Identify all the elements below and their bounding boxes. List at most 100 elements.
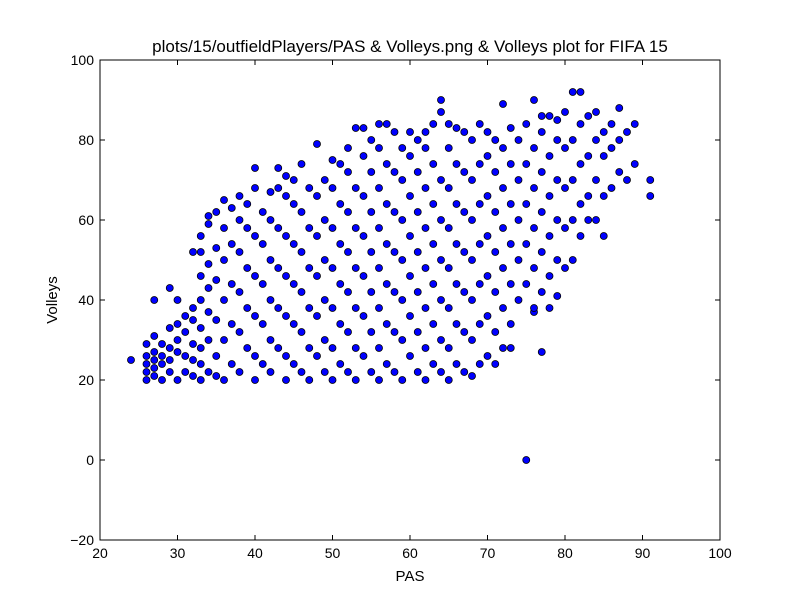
- scatter-point: [375, 264, 383, 272]
- scatter-point: [382, 240, 391, 248]
- scatter-point: [491, 248, 500, 256]
- scatter-point: [243, 344, 252, 352]
- scatter-point: [351, 224, 360, 232]
- scatter-point: [406, 352, 414, 360]
- scatter-point: [359, 232, 368, 240]
- scatter-point: [173, 348, 182, 356]
- scatter-point: [421, 144, 430, 152]
- scatter-point: [398, 144, 407, 152]
- scatter-point: [553, 136, 562, 144]
- scatter-point: [437, 176, 445, 184]
- scatter-point: [499, 304, 507, 312]
- scatter-point: [537, 168, 546, 176]
- scatter-point: [506, 200, 515, 208]
- scatter-point: [336, 360, 345, 368]
- scatter-point: [328, 184, 337, 192]
- scatter-point: [142, 352, 151, 360]
- scatter-point: [561, 224, 569, 232]
- scatter-point: [181, 312, 190, 320]
- scatter-point: [305, 224, 314, 232]
- scatter-point: [212, 244, 221, 252]
- scatter-point: [165, 368, 174, 376]
- scatter-point: [266, 336, 275, 344]
- scatter-point: [351, 376, 360, 384]
- scatter-point: [568, 88, 577, 96]
- scatter-point: [452, 200, 461, 208]
- scatter-point: [452, 124, 461, 132]
- scatter-point: [406, 152, 414, 160]
- scatter-point: [398, 216, 407, 224]
- scatter-point: [429, 200, 438, 208]
- scatter-point: [359, 152, 368, 160]
- scatter-point: [514, 296, 523, 304]
- scatter-point: [437, 368, 445, 376]
- scatter-point: [313, 312, 321, 320]
- scatter-point: [204, 336, 213, 344]
- scatter-point: [336, 200, 345, 208]
- scatter-point: [615, 104, 624, 112]
- scatter-point: [413, 208, 422, 216]
- scatter-point: [561, 144, 569, 152]
- axis-ticks: 20 30 40 50 60 70 80 90 100 −20 0 20 40 60 80 100: [70, 52, 732, 561]
- scatter-point: [452, 280, 461, 288]
- scatter-point: [607, 120, 616, 128]
- scatter-point: [328, 156, 337, 164]
- x-tick-label: 40: [247, 545, 263, 561]
- scatter-point: [359, 192, 368, 200]
- scatter-point: [413, 328, 422, 336]
- scatter-point: [196, 296, 205, 304]
- scatter-point: [406, 128, 414, 136]
- y-tick-label: −20: [70, 532, 94, 548]
- scatter-point: [506, 280, 515, 288]
- scatter-point: [499, 264, 507, 272]
- scatter-point: [282, 172, 290, 180]
- scatter-point: [568, 256, 577, 264]
- scatter-point: [382, 280, 391, 288]
- scatter-point: [483, 312, 492, 320]
- scatter-point: [522, 160, 531, 168]
- scatter-point: [235, 368, 244, 376]
- scatter-point: [398, 296, 407, 304]
- scatter-point: [584, 152, 593, 160]
- scatter-point: [460, 288, 469, 296]
- scatter-point: [165, 324, 174, 332]
- scatter-point: [623, 176, 631, 184]
- scatter-point: [150, 364, 159, 372]
- scatter-point: [305, 344, 314, 352]
- scatter-point: [359, 272, 368, 280]
- scatter-point: [351, 344, 360, 352]
- scatter-point: [320, 256, 329, 264]
- scatter-point: [282, 232, 290, 240]
- scatter-point: [592, 176, 600, 184]
- scatter-point: [181, 352, 190, 360]
- scatter-point: [320, 368, 329, 376]
- scatter-point: [165, 344, 174, 352]
- x-tick-label: 20: [92, 545, 108, 561]
- scatter-point: [150, 372, 159, 380]
- scatter-point: [545, 192, 554, 200]
- scatter-point: [522, 280, 531, 288]
- scatter-point: [584, 112, 593, 120]
- y-tick-label: 20: [78, 372, 94, 388]
- scatter-point: [235, 192, 244, 200]
- scatter-point: [344, 144, 352, 152]
- scatter-point: [421, 184, 430, 192]
- scatter-point: [491, 168, 500, 176]
- scatter-point: [499, 344, 507, 352]
- scatter-point: [506, 124, 515, 132]
- scatter-point: [251, 184, 259, 192]
- scatter-point: [243, 304, 252, 312]
- scatter-point: [545, 232, 554, 240]
- scatter-point: [235, 288, 244, 296]
- scatter-point: [220, 224, 228, 232]
- scatter-point: [452, 320, 461, 328]
- scatter-point: [243, 200, 252, 208]
- scatter-point: [235, 328, 244, 336]
- scatter-point: [499, 184, 507, 192]
- scatter-point: [336, 280, 345, 288]
- scatter-point: [599, 192, 608, 200]
- scatter-point: [545, 112, 554, 120]
- scatter-point: [313, 192, 321, 200]
- scatter-point: [421, 376, 430, 384]
- scatter-point: [413, 168, 422, 176]
